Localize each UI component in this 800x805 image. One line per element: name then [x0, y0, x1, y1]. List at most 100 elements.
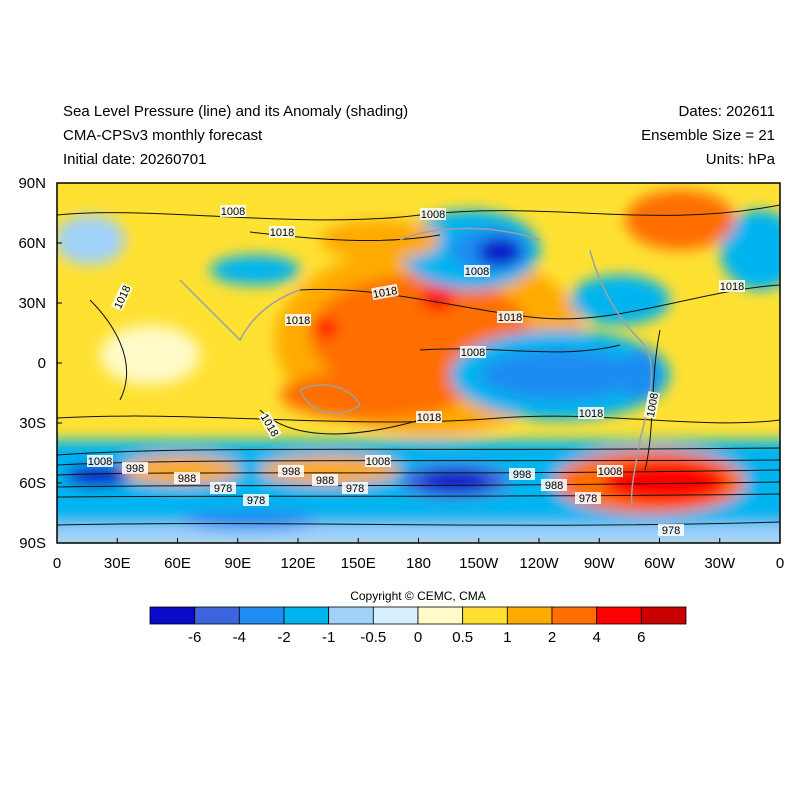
colorbar-box	[194, 606, 240, 625]
copyright: Copyright © CEMC, CMA	[350, 589, 486, 603]
contour-label: 1018	[497, 311, 523, 324]
colorbar-label: -1	[322, 629, 335, 646]
y-tick-label: 30S	[19, 415, 46, 432]
y-tick-label: 30N	[18, 295, 46, 312]
contour-label: 998	[122, 462, 148, 475]
ticks: 0 30E 60E 90E 120E 150E 180 150W 120W 90W 60W 30W 09…	[18, 175, 784, 572]
colorbar-box	[238, 606, 285, 625]
colorbar-box	[149, 606, 196, 625]
colorbar-box	[640, 606, 687, 625]
colorbar-label: -4	[233, 629, 246, 646]
contour-label-text: 988	[316, 475, 334, 487]
x-tick-label: 90E	[224, 555, 251, 572]
colorbar-box	[596, 606, 642, 625]
contour-label-bg	[258, 410, 282, 440]
contour-label: 988	[174, 472, 200, 485]
contour-label: 978	[342, 482, 368, 495]
dates: Dates: 202611	[679, 103, 775, 120]
y-tick-label: 90N	[18, 175, 46, 192]
colorbar-box	[372, 606, 419, 625]
contour-label-bg	[509, 468, 535, 480]
contour-label-bg	[575, 492, 601, 504]
contour-label-text: 1018	[417, 412, 441, 424]
contour-label: 1018	[371, 283, 399, 301]
contour-label-bg	[111, 282, 133, 312]
contour-label-bg	[719, 280, 745, 292]
y-tick-label: 60S	[19, 475, 46, 492]
contour-label-text: 978	[214, 483, 232, 495]
subtitle: Initial date: 20260701	[63, 151, 206, 168]
contour-label-bg	[278, 465, 304, 477]
x-tick-label: 120E	[280, 555, 315, 572]
map-field	[57, 183, 780, 543]
title: Sea Level Pressure (line) and its Anomal…	[63, 103, 408, 120]
contour-label-text: 978	[346, 483, 364, 495]
colorbar-box	[283, 606, 330, 625]
contour-label: 1018	[719, 280, 745, 293]
contour-label: 1018	[416, 411, 442, 424]
contour-label: 1008	[643, 391, 661, 419]
contour-label-bg	[416, 411, 442, 423]
colorbar-label: -6	[188, 629, 201, 646]
contour-label-bg	[658, 524, 684, 536]
x-tick-label: 180	[406, 555, 431, 572]
colorbar-label: -0.5	[360, 629, 386, 646]
contour-label-text: 1008	[366, 456, 390, 468]
contour-label-bg	[371, 283, 399, 301]
ensemble: Ensemble Size = 21	[641, 127, 775, 144]
contour-label-text: 988	[178, 473, 196, 485]
contour-label: 1008	[420, 208, 446, 221]
contour-label-bg	[597, 465, 623, 477]
contour-label-text: 988	[545, 480, 563, 492]
contour-label: 1018	[269, 226, 295, 239]
contour-label-text: 1008	[221, 206, 245, 218]
contour-label: 998	[509, 468, 535, 481]
contour-label: 1008	[460, 346, 486, 359]
contour-label-bg	[243, 494, 269, 506]
contour-label-bg	[578, 407, 604, 419]
contour-label-bg	[342, 482, 368, 494]
colorbar-label: 4	[592, 629, 600, 646]
x-tick-label: 150E	[341, 555, 376, 572]
contour-label-text: 1018	[498, 312, 522, 324]
x-tick-label: 0	[53, 555, 61, 572]
contour-label-bg	[420, 208, 446, 220]
contour-label-bg	[220, 205, 246, 217]
contour-label: 1008	[464, 265, 490, 278]
colorbar-label: 2	[548, 629, 556, 646]
colorbar-box	[506, 606, 553, 625]
contour-label: 1018	[578, 407, 604, 420]
x-tick-label: 0	[776, 555, 784, 572]
contour-label: 1008	[87, 455, 113, 468]
colorbar-box	[328, 606, 374, 625]
contour-label-text: 1008	[88, 456, 112, 468]
x-tick-label: 60W	[644, 555, 676, 572]
contour-label-bg	[497, 311, 523, 323]
contour-label-text: 978	[579, 493, 597, 505]
contour-label-text: 998	[513, 469, 531, 481]
contour-label-text: 1018	[579, 408, 603, 420]
contour-label: 988	[312, 474, 338, 487]
contour-label-bg	[122, 462, 148, 474]
contour-label-text: 1018	[720, 281, 744, 293]
contour-label: 978	[210, 482, 236, 495]
contour-label: 1018	[285, 314, 311, 327]
contour-label-text: 1018	[286, 315, 310, 327]
x-tick-label: 150W	[459, 555, 499, 572]
contour-label: 988	[541, 479, 567, 492]
contour-label: 978	[658, 524, 684, 537]
contour-label: 978	[243, 494, 269, 507]
contour-label: 1008	[597, 465, 623, 478]
contour-label-bg	[87, 455, 113, 467]
contour-label-bg	[269, 226, 295, 238]
contour-label-text: 1008	[461, 347, 485, 359]
x-tick-label: 30E	[104, 555, 131, 572]
x-tick-label: 30W	[704, 555, 736, 572]
contour-label-bg	[210, 482, 236, 494]
y-tick-label: 90S	[19, 535, 46, 552]
contour-label-bg	[643, 391, 661, 419]
contour-label-text: 998	[126, 463, 144, 475]
x-tick-label: 90W	[584, 555, 616, 572]
contour-label-bg	[464, 265, 490, 277]
